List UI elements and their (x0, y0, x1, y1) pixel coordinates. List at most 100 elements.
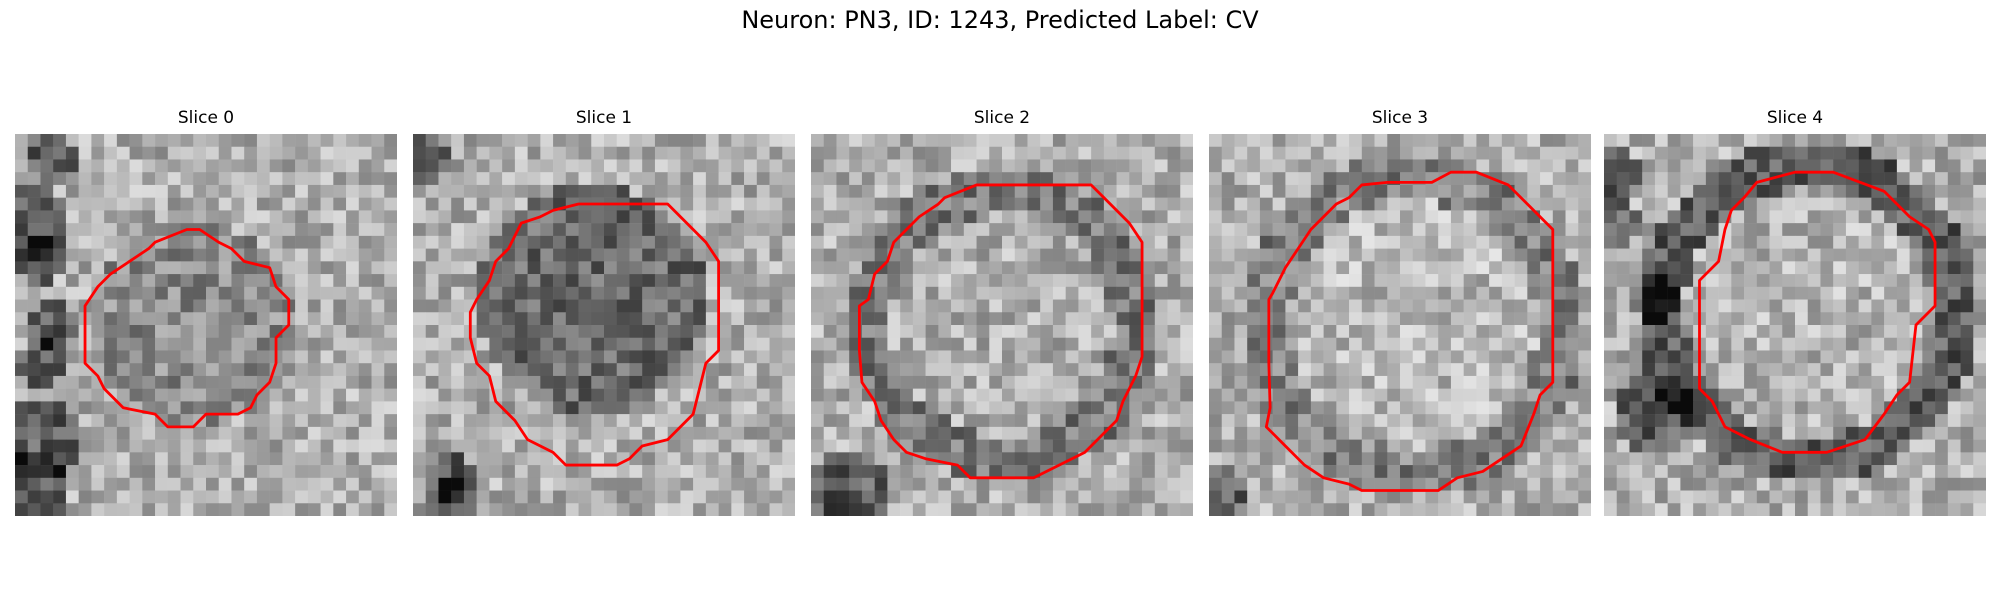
image-pixel (989, 197, 1003, 211)
image-pixel (333, 337, 347, 351)
image-pixel (1922, 210, 1936, 224)
image-pixel (1450, 414, 1464, 428)
image-pixel (1078, 503, 1092, 516)
image-pixel (976, 490, 990, 504)
image-pixel (129, 197, 143, 211)
image-pixel (938, 312, 952, 326)
image-pixel (358, 312, 372, 326)
image-pixel (295, 286, 309, 300)
image-pixel (1463, 439, 1477, 453)
image-pixel (604, 490, 617, 504)
image-pixel (1705, 325, 1719, 338)
image-pixel (1680, 274, 1694, 288)
image-pixel (731, 325, 745, 338)
image-pixel (887, 503, 901, 516)
image-pixel (578, 248, 592, 262)
image-pixel (1540, 134, 1554, 147)
image-pixel (206, 146, 219, 160)
image-pixel (1501, 401, 1515, 415)
image-pixel (1527, 465, 1541, 479)
image-pixel (295, 223, 309, 237)
image-pixel (1845, 134, 1859, 147)
image-pixel (705, 197, 719, 211)
image-pixel (167, 414, 181, 428)
image-pixel (218, 312, 232, 326)
image-pixel (295, 363, 309, 377)
image-pixel (206, 159, 219, 173)
cell-contour-outline (468, 202, 721, 467)
image-pixel (654, 210, 668, 224)
image-pixel (1002, 503, 1015, 516)
image-pixel (1014, 363, 1028, 377)
image-pixel (1336, 286, 1350, 300)
image-pixel (680, 248, 694, 262)
image-pixel (1654, 375, 1668, 389)
image-pixel (680, 388, 694, 402)
image-pixel (1858, 439, 1872, 453)
image-pixel (1795, 134, 1808, 147)
image-pixel (502, 312, 516, 326)
image-pixel (129, 286, 143, 300)
image-pixel (1361, 477, 1375, 491)
image-pixel (1604, 439, 1617, 453)
image-pixel (206, 312, 219, 326)
slice-image-3 (1209, 134, 1591, 516)
image-pixel (1323, 401, 1337, 415)
image-pixel (1116, 159, 1130, 173)
image-pixel (654, 235, 668, 249)
image-pixel (1167, 274, 1181, 288)
image-pixel (1501, 414, 1515, 428)
image-pixel (180, 375, 194, 389)
image-pixel (104, 465, 118, 479)
image-pixel (384, 325, 397, 338)
image-pixel (1909, 388, 1923, 402)
image-pixel (1116, 325, 1130, 338)
image-pixel (731, 477, 745, 491)
image-pixel (1310, 439, 1324, 453)
image-pixel (1310, 452, 1324, 466)
image-pixel (295, 159, 309, 173)
image-pixel (1705, 146, 1719, 160)
image-pixel (1323, 375, 1337, 389)
image-pixel (333, 490, 347, 504)
image-pixel (693, 312, 707, 326)
image-pixel (1489, 465, 1503, 479)
image-pixel (1578, 184, 1591, 198)
image-pixel (1858, 299, 1872, 313)
image-pixel (1103, 350, 1117, 364)
image-pixel (912, 146, 926, 160)
image-pixel (1565, 477, 1579, 491)
image-pixel (1604, 312, 1617, 326)
image-pixel (591, 134, 605, 147)
image-pixel (1922, 134, 1936, 147)
image-pixel (527, 223, 541, 237)
image-pixel (1234, 223, 1248, 237)
image-pixel (1489, 414, 1503, 428)
image-pixel (912, 312, 926, 326)
image-pixel (811, 503, 824, 516)
image-pixel (104, 172, 118, 186)
image-pixel (1807, 375, 1821, 389)
image-pixel (642, 286, 656, 300)
image-pixel (1845, 503, 1859, 516)
image-pixel (1234, 261, 1248, 275)
image-pixel (769, 426, 783, 440)
image-pixel (1387, 503, 1401, 516)
image-pixel (1540, 452, 1554, 466)
image-pixel (438, 363, 452, 377)
image-pixel (1310, 312, 1324, 326)
image-pixel (705, 401, 719, 415)
image-pixel (976, 452, 990, 466)
image-pixel (1578, 388, 1591, 402)
image-pixel (811, 235, 824, 249)
image-pixel (1871, 426, 1885, 440)
image-pixel (53, 159, 67, 173)
image-pixel (1705, 197, 1719, 211)
image-pixel (231, 197, 245, 211)
image-pixel (756, 286, 770, 300)
image-pixel (925, 223, 939, 237)
image-pixel (1014, 426, 1028, 440)
image-pixel (1909, 426, 1923, 440)
image-pixel (769, 134, 783, 147)
image-pixel (1782, 426, 1796, 440)
